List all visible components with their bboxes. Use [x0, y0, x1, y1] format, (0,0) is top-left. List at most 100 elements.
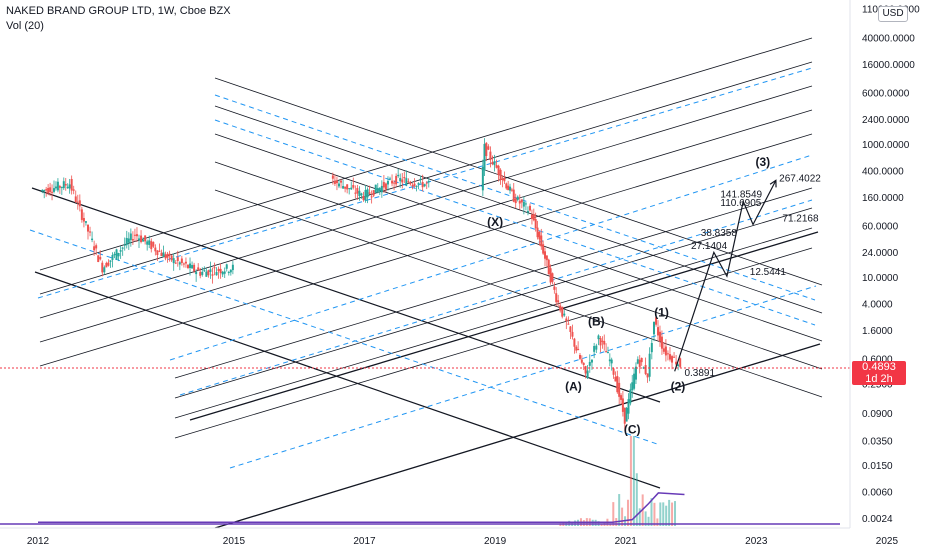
candle-body [623, 407, 626, 424]
candle-body [575, 346, 578, 351]
last-price-tag: 0.4893 1d 2h [852, 361, 906, 385]
channel-line [189, 231, 819, 421]
channel-line [214, 105, 823, 314]
candle-body [66, 186, 69, 189]
candle-body [368, 192, 371, 194]
currency-button[interactable]: USD [878, 6, 908, 22]
candle-body [62, 181, 65, 189]
volume-bar [600, 523, 603, 526]
candle-body [503, 177, 506, 182]
candle-body [650, 343, 653, 353]
price-tick-label: 2400.0000 [862, 115, 910, 126]
target-label: 141.8549 [720, 190, 762, 201]
candle-body [211, 274, 214, 276]
candle-body [356, 188, 359, 194]
channel-line [174, 207, 813, 399]
candle-body [631, 382, 634, 391]
candle-body [499, 169, 502, 180]
candle-body [113, 253, 116, 256]
candle-body [166, 253, 169, 258]
candle-body [514, 198, 517, 204]
candle-body [178, 262, 181, 265]
candle-body [608, 359, 611, 362]
candle-body [95, 245, 98, 249]
wave-label: (X) [487, 215, 503, 229]
candle-body [76, 201, 79, 203]
dashed-median-lines [29, 67, 817, 469]
time-axis[interactable]: 2012 2015 2017 2019 2021 2023 2025 [27, 536, 899, 547]
candle-body [135, 234, 138, 237]
candle-body [565, 318, 568, 322]
channel-line [174, 247, 813, 439]
channel-line [39, 37, 813, 271]
candle-body [544, 251, 547, 259]
volume-indicator-label[interactable]: Vol (20) [6, 20, 44, 32]
channel-line [34, 271, 661, 489]
candle-body [530, 214, 533, 219]
candle-body [507, 185, 510, 191]
candle-body [648, 353, 651, 377]
volume-bar [659, 502, 662, 526]
price-axis[interactable]: 110000.000040000.000016000.00006000.0000… [862, 4, 920, 525]
volume-bar [674, 501, 677, 526]
chart-legend: NAKED BRAND GROUP LTD, 1W, Cboe BZX Vol … [6, 4, 231, 34]
candle-body [485, 142, 488, 157]
candle-body [616, 375, 619, 393]
target-label: 0.3891 [684, 368, 715, 379]
candle-body [52, 188, 55, 192]
candle-body [407, 181, 410, 183]
candle-body [421, 182, 424, 188]
channel-line [214, 77, 823, 286]
volume-bar [656, 518, 659, 526]
candle-body [644, 365, 647, 374]
candle-body [170, 255, 173, 261]
candle-body [522, 201, 525, 207]
candle-body [174, 262, 177, 264]
price-tick-label: 0.0150 [862, 461, 893, 472]
candle-body [127, 238, 130, 243]
candle-body [425, 182, 428, 184]
price-tick-label: 16000.0000 [862, 60, 915, 71]
candle-body [547, 259, 550, 275]
candle-body [618, 382, 621, 397]
candle-body [372, 190, 375, 196]
candle-body [577, 348, 580, 351]
candle-body [545, 255, 548, 261]
candle-body [399, 178, 402, 182]
candle-body [227, 272, 230, 274]
candle-body [213, 267, 216, 269]
candle-body [350, 187, 353, 190]
candle-body [43, 190, 46, 192]
candle-body [597, 335, 600, 340]
price-tick-label: 0.6000 [862, 354, 893, 365]
candle-body [152, 241, 155, 247]
candle-body [569, 326, 572, 333]
candle-body [105, 262, 108, 268]
candle-body [103, 267, 106, 273]
candle-body [620, 395, 623, 400]
symbol-title[interactable]: NAKED BRAND GROUP LTD, 1W, Cboe BZX [6, 5, 231, 17]
candle-body [563, 313, 566, 316]
candle-body [142, 239, 145, 242]
candle-body [397, 174, 400, 177]
candle-body [621, 398, 624, 412]
last-price-value: 0.4893 [862, 361, 896, 373]
price-tick-label: 0.0024 [862, 514, 893, 525]
candle-body [634, 366, 637, 380]
candle-body [505, 183, 508, 189]
candle-body [638, 359, 641, 367]
candle-body [559, 305, 562, 311]
candle-body [354, 192, 357, 194]
candle-body [348, 188, 351, 190]
candle-body [413, 183, 416, 187]
candle-body [229, 269, 232, 273]
candle-body [627, 399, 630, 414]
target-label: 110.6905 [720, 198, 761, 209]
candle-body [195, 272, 198, 275]
candle-body [58, 186, 61, 188]
candle-body [184, 261, 187, 264]
candle-body [571, 331, 574, 337]
wave-labels: (X) (B) (A) (C) (1) (2) (3) [487, 155, 770, 437]
dashed-line [214, 119, 816, 326]
